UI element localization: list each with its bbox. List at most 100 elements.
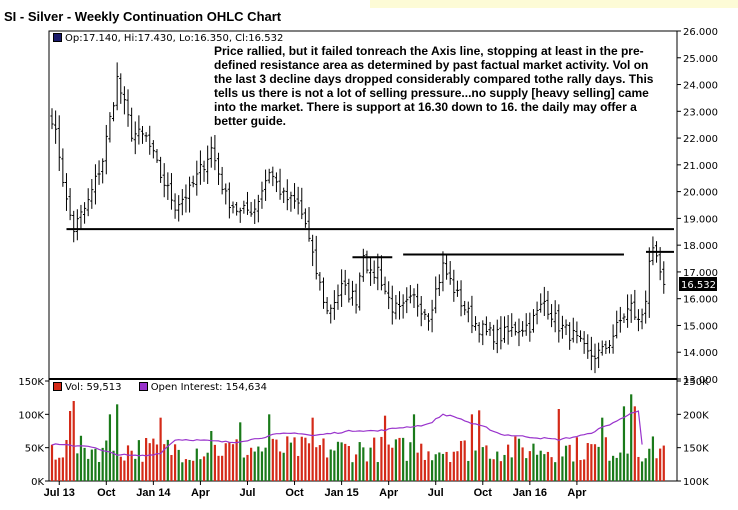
volume-tick-label: 0K <box>31 477 44 488</box>
ohlc-bar <box>611 324 615 354</box>
ohlc-header: Op:17.140, Hi:17.430, Lo:16.350, Cl:16.5… <box>53 33 283 44</box>
volume-bar <box>441 453 445 481</box>
price-tick-label: 21.000 <box>683 161 718 172</box>
price-tick-label: 13.000 <box>683 375 718 386</box>
ohlc-bar <box>206 145 210 184</box>
ohlc-bar <box>260 181 264 209</box>
volume-bar <box>257 446 260 481</box>
ohlc-bar <box>412 288 416 308</box>
ohlc-bar <box>220 166 224 195</box>
ohlc-bar <box>61 148 65 187</box>
ohlc-bar <box>365 250 369 274</box>
volume-bar <box>326 457 329 481</box>
volume-bar <box>126 445 130 481</box>
volume-bar <box>597 446 600 481</box>
volume-bar <box>69 411 72 481</box>
ohlc-bar <box>633 289 637 320</box>
volume-bar <box>449 462 452 481</box>
time-tick-label: Jan 16 <box>513 487 547 499</box>
ohlc-bar <box>180 189 184 216</box>
ohlc-bar <box>604 340 608 354</box>
volume-bar <box>239 422 242 481</box>
time-tick-label: Jan 15 <box>324 487 358 499</box>
volume-bar <box>159 417 162 481</box>
volume-bar <box>532 443 535 481</box>
volume-bar <box>354 454 358 481</box>
ohlc-bar <box>151 140 155 159</box>
price-bars <box>50 62 666 374</box>
ohlc-bar <box>387 281 391 310</box>
ohlc-bar <box>122 86 126 115</box>
ohlc-bar <box>242 200 246 214</box>
volume-bar <box>54 459 57 481</box>
volume-bar <box>644 458 647 481</box>
volume-bar <box>177 449 180 481</box>
volume-bar <box>50 444 54 481</box>
volume-bar <box>503 454 506 481</box>
ohlc-bar <box>303 208 307 228</box>
volume-tick-label: 150K <box>18 377 44 388</box>
ohlc-bar <box>166 172 170 200</box>
time-tick-label: Jul <box>428 487 444 499</box>
volume-bar <box>268 414 271 481</box>
volume-bar <box>231 444 235 481</box>
time-tick-label: Jan 14 <box>136 487 171 499</box>
ohlc-bar <box>434 276 438 314</box>
volume-bar <box>525 458 528 481</box>
ohlc-bar <box>115 62 119 111</box>
last-price-label: 16.532 <box>681 280 716 291</box>
ohlc-bar <box>488 321 492 336</box>
volume-bar <box>626 453 629 481</box>
ohlc-bar <box>231 201 235 214</box>
ohlc-bar <box>546 290 550 320</box>
volume-bar <box>604 437 607 481</box>
ohlc-bar <box>119 73 123 104</box>
volume-bar <box>65 439 68 481</box>
ohlc-bar <box>528 312 532 342</box>
ohlc-bar <box>524 313 528 336</box>
volume-bar <box>622 406 626 481</box>
volume-bar <box>105 440 108 481</box>
top-highlight-strip <box>370 0 738 8</box>
ohlc-bar <box>593 343 597 374</box>
volume-bar <box>496 451 499 481</box>
ohlc-bar <box>72 210 76 243</box>
ohlc-readout: Op:17.140, Hi:17.430, Lo:16.350, Cl:16.5… <box>65 33 284 44</box>
ohlc-bar <box>426 313 431 331</box>
ohlc-bar <box>216 152 221 185</box>
volume-bar <box>452 451 455 481</box>
volume-bar <box>202 456 206 481</box>
ohlc-bar <box>600 340 604 356</box>
ohlc-bar <box>144 132 148 142</box>
volume-bar <box>369 447 372 481</box>
ohlc-bar <box>82 202 87 224</box>
volume-bar <box>467 460 470 481</box>
volume-bar <box>58 457 61 481</box>
ohlc-bar <box>314 235 318 280</box>
ohlc-bar <box>354 283 358 314</box>
volume-bar <box>311 417 314 481</box>
ohlc-bar <box>376 253 380 291</box>
ohlc-bar <box>256 194 260 223</box>
ohlc-bar <box>336 284 340 310</box>
ohlc-bar <box>549 304 554 328</box>
ohlc-bar <box>169 173 174 210</box>
volume-bar <box>640 461 644 481</box>
ohlc-bar <box>502 316 507 343</box>
volume-bar <box>134 458 137 481</box>
last-price-box <box>679 277 717 291</box>
volume-bar <box>514 436 517 481</box>
volume-bar <box>637 456 640 481</box>
volume-bar <box>561 456 564 481</box>
ohlc-bar <box>470 295 474 334</box>
ohlc-bar <box>140 125 145 144</box>
ohlc-bar <box>300 187 304 220</box>
time-axis: Jul 13 Oct Jan 14 Apr Jul Oct Jan 15 Apr Jul Oct J… <box>44 481 587 499</box>
analysis-annotation: Price rallied, but it failed tonreach th… <box>214 44 654 128</box>
ohlc-bar <box>499 316 503 350</box>
ohlc-bar <box>629 294 633 323</box>
ohlc-bar <box>285 179 289 211</box>
ohlc-bar <box>481 320 485 346</box>
ohlc-bar <box>278 168 282 200</box>
ohlc-bar <box>130 107 134 142</box>
